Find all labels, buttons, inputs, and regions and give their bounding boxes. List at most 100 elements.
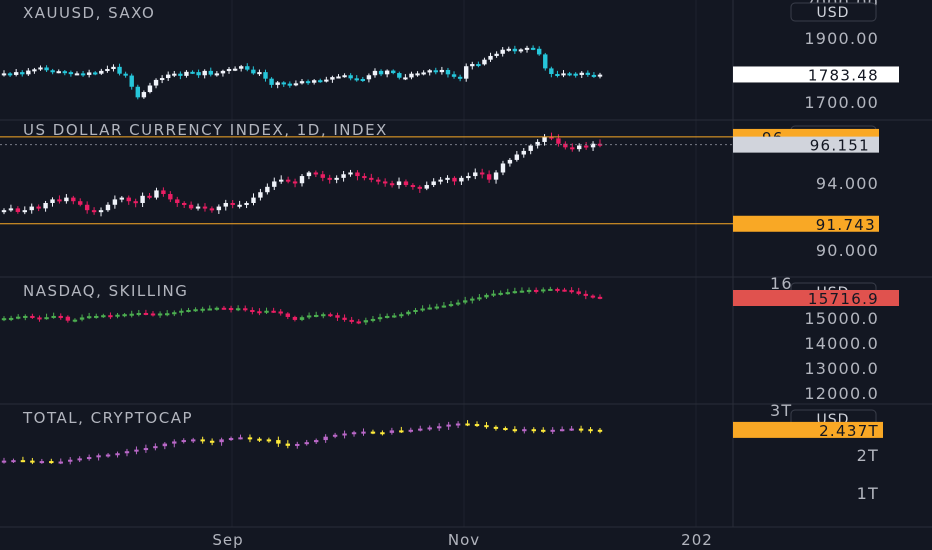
candle-up bbox=[244, 202, 249, 205]
candle-up bbox=[214, 73, 220, 76]
candle-up bbox=[105, 204, 111, 211]
candle-up bbox=[392, 315, 397, 318]
candle-up bbox=[470, 64, 475, 67]
candle-down bbox=[20, 72, 25, 75]
last-price-label bbox=[733, 66, 899, 83]
candle-up bbox=[542, 136, 547, 142]
candle-up bbox=[111, 66, 116, 70]
candle-up bbox=[56, 71, 61, 74]
candle-up bbox=[505, 292, 510, 295]
candle-up bbox=[473, 172, 478, 177]
candle-down bbox=[313, 172, 319, 175]
candle-down bbox=[147, 195, 152, 198]
candle-down bbox=[58, 315, 63, 318]
candle-up bbox=[519, 290, 525, 293]
candle-down bbox=[305, 81, 311, 84]
candle-up bbox=[384, 315, 390, 318]
candle-down bbox=[257, 438, 262, 441]
candle-up bbox=[436, 426, 442, 429]
candle-down bbox=[44, 67, 49, 71]
candle-down bbox=[37, 317, 42, 320]
candle-down bbox=[292, 316, 298, 320]
candle-up bbox=[421, 72, 426, 75]
candle-up bbox=[332, 434, 338, 437]
candle-down bbox=[503, 428, 508, 431]
candle-up bbox=[207, 308, 212, 311]
candle-up bbox=[482, 59, 487, 65]
candle-down bbox=[181, 202, 187, 205]
lower-line-text: 91.743 bbox=[816, 216, 876, 234]
last-price-label bbox=[733, 290, 899, 306]
candle-up bbox=[166, 74, 171, 79]
candle-up bbox=[342, 75, 347, 78]
candle-up bbox=[136, 312, 142, 315]
candle-down bbox=[57, 199, 62, 202]
candle-up bbox=[186, 310, 191, 313]
candle-down bbox=[541, 429, 546, 432]
candle-up bbox=[172, 73, 177, 76]
candle-up bbox=[408, 429, 413, 432]
candle-up bbox=[403, 77, 408, 80]
candle-down bbox=[583, 293, 589, 296]
candle-up bbox=[336, 76, 341, 79]
candle-down bbox=[512, 429, 518, 432]
candle-down bbox=[245, 66, 250, 70]
candle-up bbox=[455, 302, 461, 305]
candle-up bbox=[115, 453, 120, 456]
pane-title: US DOLLAR CURRENCY INDEX, 1D, INDEX bbox=[23, 121, 388, 139]
candle-down bbox=[484, 425, 489, 428]
candle-down bbox=[30, 460, 35, 463]
candle-down bbox=[250, 310, 255, 313]
candle-up bbox=[597, 74, 603, 77]
candle-down bbox=[188, 204, 194, 209]
candle-up bbox=[29, 206, 34, 211]
last-price-label bbox=[733, 421, 883, 438]
candle-up bbox=[223, 202, 228, 207]
candle-up bbox=[147, 85, 153, 93]
candle-up bbox=[521, 150, 526, 155]
candle-up bbox=[455, 423, 461, 426]
candle-down bbox=[276, 440, 281, 444]
last-price-text: 96.151 bbox=[810, 137, 870, 155]
candle-up bbox=[399, 314, 404, 317]
candle-up bbox=[22, 210, 27, 213]
candle-down bbox=[342, 317, 347, 320]
candle-down bbox=[150, 313, 156, 316]
price-tick-label: 90.000 bbox=[816, 241, 879, 260]
candle-up bbox=[172, 441, 177, 444]
candle-up bbox=[313, 440, 319, 443]
candle-down bbox=[354, 78, 359, 81]
candle-down bbox=[410, 185, 416, 188]
candle-up bbox=[466, 176, 471, 179]
time-tick-label: Nov bbox=[448, 531, 480, 549]
candle-up bbox=[577, 145, 582, 150]
candle-down bbox=[230, 202, 235, 205]
candle-down bbox=[370, 431, 376, 434]
candle-up bbox=[181, 440, 186, 443]
candle-down bbox=[474, 424, 480, 427]
candle-down bbox=[452, 177, 457, 182]
candle-down bbox=[376, 179, 381, 182]
candle-up bbox=[464, 66, 469, 79]
pane-title: NASDAQ, SKILLING bbox=[23, 282, 188, 300]
candle-down bbox=[178, 73, 183, 76]
candle-up bbox=[550, 429, 555, 432]
candle-down bbox=[549, 68, 554, 74]
candle-down bbox=[84, 204, 90, 211]
price-tick-label: 12000.0 bbox=[804, 384, 879, 403]
lower-line-label bbox=[733, 215, 879, 232]
candle-up bbox=[51, 315, 56, 318]
candle-up bbox=[299, 176, 305, 184]
candle-down bbox=[49, 461, 54, 464]
candle-down bbox=[451, 74, 457, 77]
time-tick-label: Sep bbox=[212, 531, 243, 549]
candle-up bbox=[427, 307, 432, 310]
time-tick-label: 202 bbox=[681, 531, 713, 549]
price-tick-label: 2T bbox=[857, 446, 879, 465]
candle-down bbox=[161, 190, 166, 195]
candle-down bbox=[247, 437, 253, 440]
currency-button[interactable] bbox=[790, 2, 877, 22]
